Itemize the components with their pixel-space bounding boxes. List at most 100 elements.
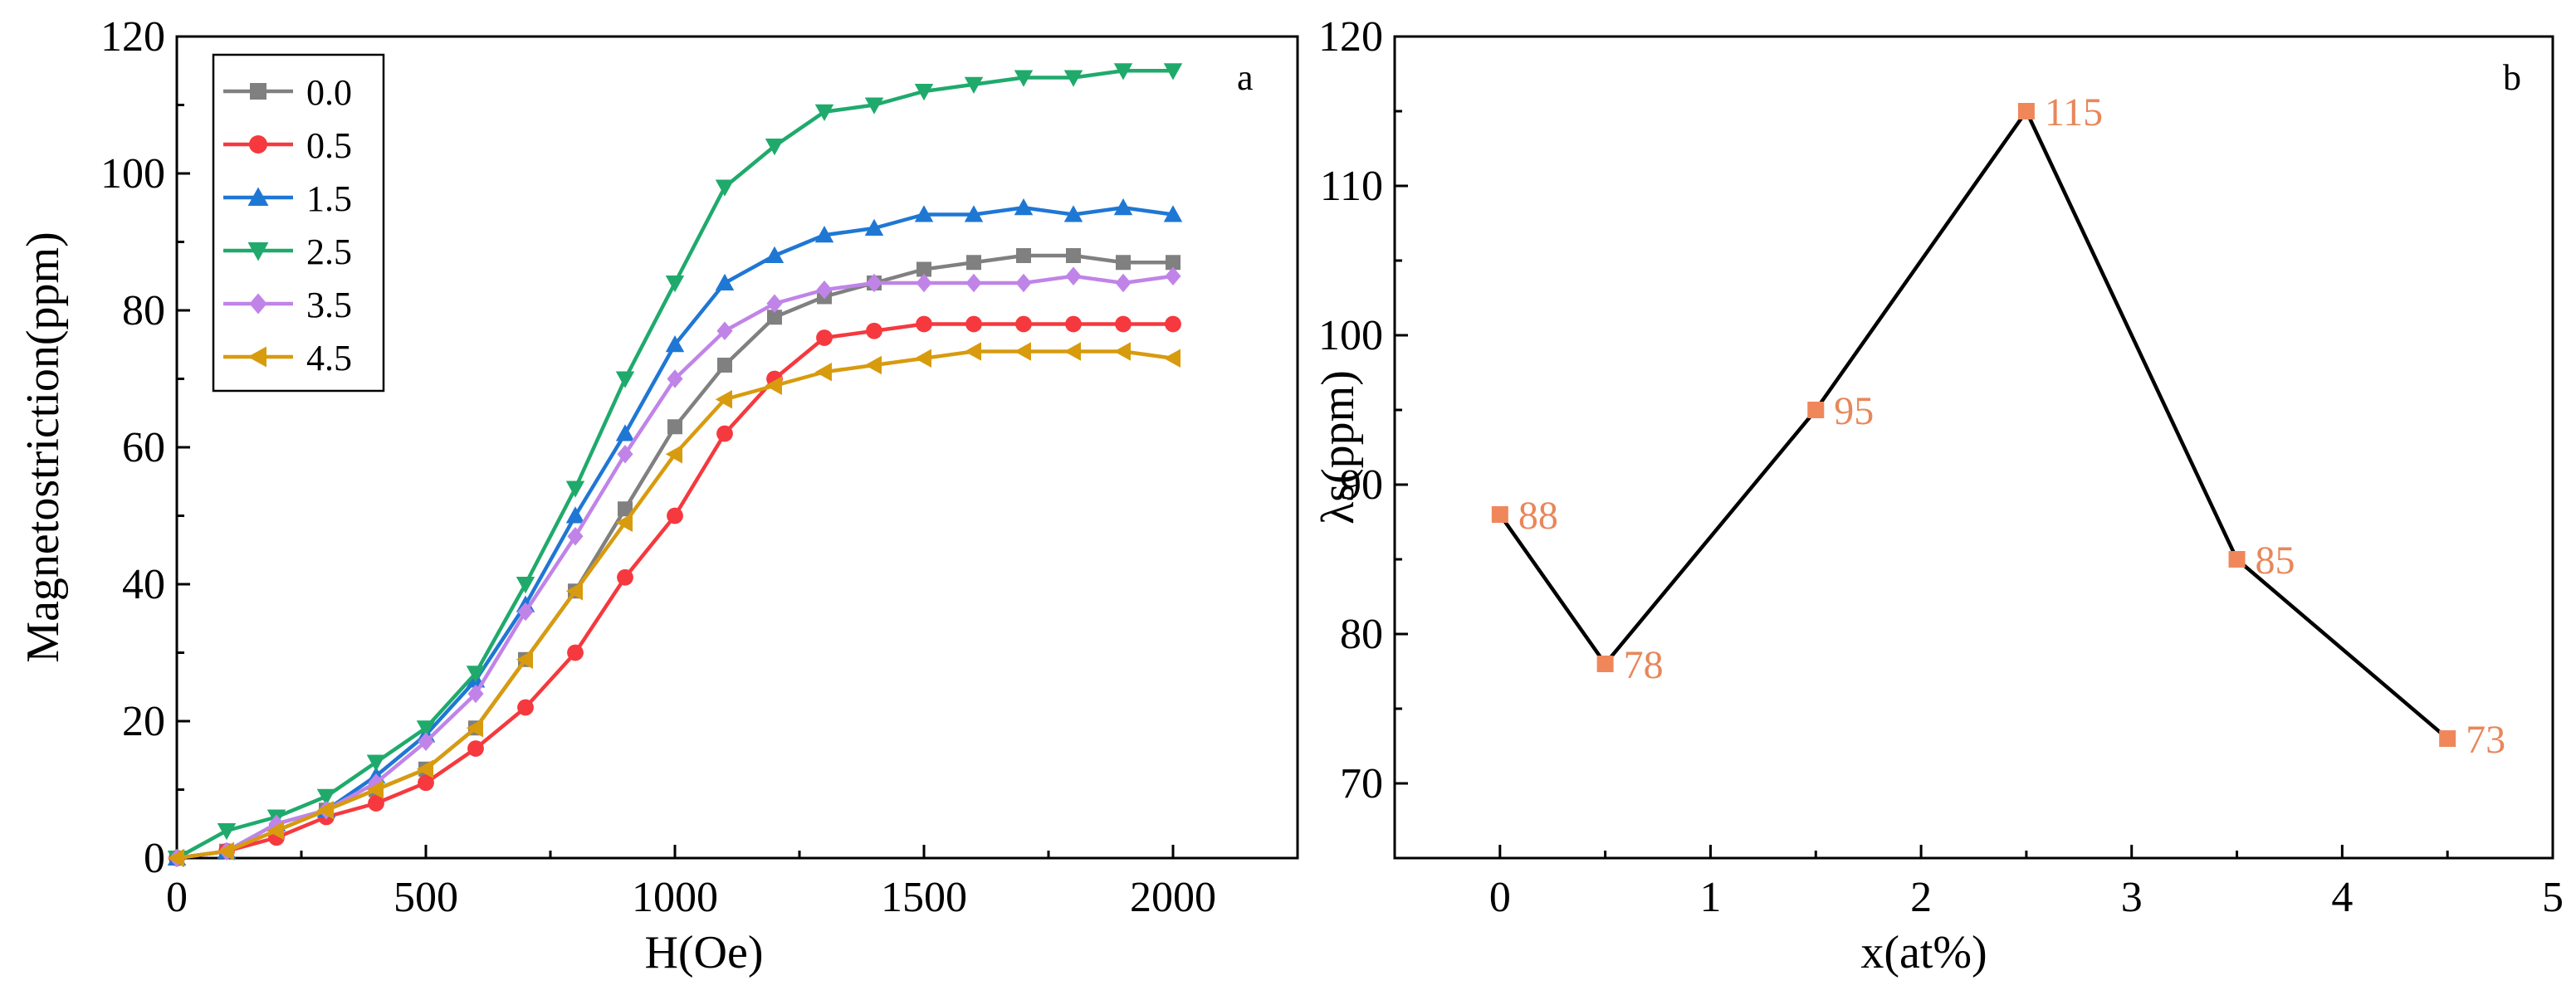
data-point xyxy=(1163,205,1183,222)
data-point xyxy=(964,76,984,94)
y-tick-label-b: 120 xyxy=(1318,13,1383,61)
data-point xyxy=(1163,63,1183,80)
y-tick-label-a: 40 xyxy=(122,561,165,608)
x-tick-label-b: 4 xyxy=(2331,874,2353,921)
data-point xyxy=(1491,506,1508,523)
legend-label: 1.5 xyxy=(306,178,352,219)
x-tick-label-a: 1500 xyxy=(881,874,967,921)
data-point xyxy=(467,684,484,704)
data-point xyxy=(618,501,633,517)
chart-panel-b: 0 1 2 3 4 5 70 80 90 100 110 120 x(at%) λs(ppm) b 88 78 9… xyxy=(1312,13,2564,978)
series-line-lambda-s xyxy=(1498,109,2449,740)
legend-label: 3.5 xyxy=(306,285,352,325)
data-point xyxy=(816,329,833,346)
data-point xyxy=(1014,70,1034,87)
legend-label: 2.5 xyxy=(306,232,352,272)
data-point xyxy=(1063,342,1081,361)
legend-marker xyxy=(250,83,266,100)
data-point xyxy=(416,720,436,738)
data-label: 85 xyxy=(2256,539,2295,583)
data-point xyxy=(416,759,433,778)
x-tick-label-b: 0 xyxy=(1489,874,1511,921)
x-tick-label-b: 5 xyxy=(2542,874,2564,921)
data-point xyxy=(914,205,934,222)
data-point xyxy=(765,139,785,156)
data-point xyxy=(814,363,832,382)
y-tick-label-a: 120 xyxy=(100,13,165,61)
data-point xyxy=(316,788,336,806)
data-point xyxy=(517,602,534,622)
data-point xyxy=(715,390,732,409)
data-point xyxy=(565,582,583,601)
data-point xyxy=(2228,551,2246,568)
data-point xyxy=(617,568,633,586)
data-point xyxy=(917,261,931,277)
y-tick-label-a: 100 xyxy=(100,150,165,198)
data-point xyxy=(167,848,184,868)
data-point xyxy=(467,740,484,757)
legend-label: 0.5 xyxy=(306,125,352,166)
data-point xyxy=(1015,273,1032,293)
y-tick-label-b: 110 xyxy=(1320,163,1383,210)
data-point xyxy=(767,310,782,325)
plot-frame-b xyxy=(1393,35,2554,860)
panel-letter-a: a xyxy=(1237,57,1254,98)
data-point xyxy=(716,425,733,442)
legend-marker xyxy=(249,293,267,315)
data-point xyxy=(615,371,635,388)
data-point xyxy=(316,801,334,820)
y-tick-label-a: 80 xyxy=(122,287,165,334)
data-point xyxy=(864,97,884,115)
data-point xyxy=(517,699,534,716)
data-point xyxy=(965,273,982,293)
data-point xyxy=(717,358,732,373)
legend-marker xyxy=(247,187,269,206)
data-point xyxy=(1116,255,1131,271)
data-point xyxy=(766,294,783,313)
data-point xyxy=(866,322,882,339)
x-tick-label-b: 1 xyxy=(1699,874,1721,921)
data-point xyxy=(516,650,533,669)
data-point xyxy=(466,666,486,683)
data-point xyxy=(617,445,633,464)
data-point xyxy=(1014,342,1031,361)
data-point xyxy=(266,821,284,841)
data-point xyxy=(1165,266,1181,285)
data-point xyxy=(1115,315,1132,333)
x-tick-label-a: 2000 xyxy=(1130,874,1216,921)
data-point xyxy=(615,513,633,532)
data-point xyxy=(665,335,685,353)
data-point xyxy=(665,445,682,464)
data-point xyxy=(1113,342,1131,361)
data-point xyxy=(1063,70,1083,87)
data-point xyxy=(916,273,932,293)
y-tick-label-b: 90 xyxy=(1340,461,1383,509)
data-point xyxy=(716,321,733,340)
data-label: 95 xyxy=(1834,389,1874,433)
data-point xyxy=(814,104,834,121)
data-point xyxy=(816,280,833,300)
data-point xyxy=(1163,349,1180,368)
data-point xyxy=(567,644,584,661)
data-point xyxy=(965,315,982,333)
data-point xyxy=(765,246,785,263)
data-point xyxy=(864,218,884,236)
data-point xyxy=(1115,273,1132,293)
legend-label: 0.0 xyxy=(306,72,352,113)
data-point xyxy=(366,754,386,772)
data-point xyxy=(1015,315,1032,333)
data-point xyxy=(715,273,735,290)
data-point xyxy=(964,205,984,222)
y-tick-label-b: 70 xyxy=(1340,760,1383,807)
legend-marker xyxy=(247,242,269,261)
panel-letter-b: b xyxy=(2503,57,2521,98)
data-point xyxy=(866,273,882,293)
data-point xyxy=(665,276,685,293)
y-axis-label-a: Magnetostriction(ppm) xyxy=(17,232,69,662)
data-label: 78 xyxy=(1624,643,1664,687)
data-point xyxy=(1807,402,1825,418)
data-point xyxy=(765,376,782,395)
data-point xyxy=(567,527,584,546)
data-label: 73 xyxy=(2466,718,2505,762)
